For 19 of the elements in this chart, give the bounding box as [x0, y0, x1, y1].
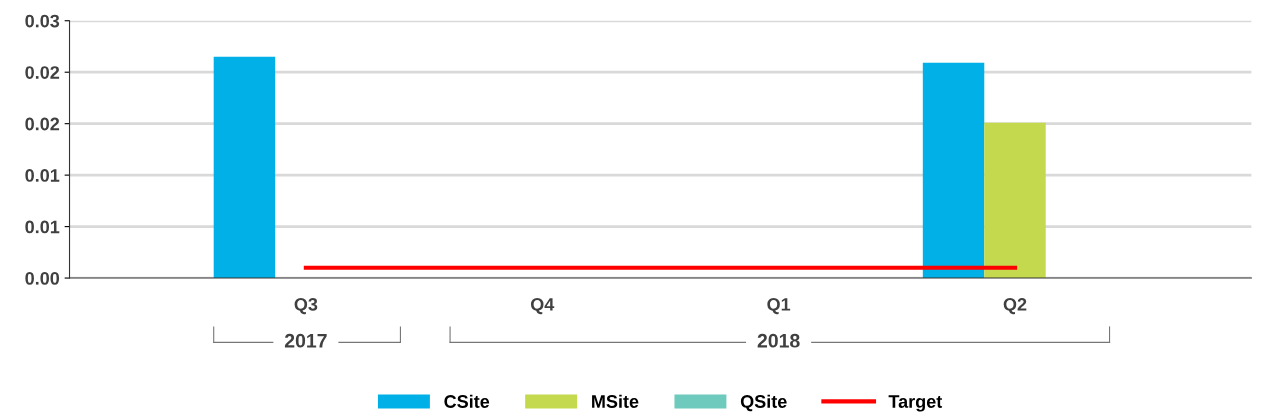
x-tick-label: Q3: [294, 297, 318, 315]
bar: [984, 122, 1046, 279]
text: 2018: [757, 333, 800, 348]
legend-label: CSite: [444, 394, 490, 408]
bar: [213, 56, 276, 279]
text: 2017: [284, 333, 327, 348]
y-tick-label: 0.01: [25, 169, 60, 182]
x-tick-label: Q2: [1003, 297, 1027, 315]
x-tick-label: Q1: [767, 297, 791, 315]
legend-label: MSite: [592, 394, 639, 408]
x-tick-label: Q4: [530, 297, 555, 315]
y-tick-label: 0.02: [25, 66, 60, 79]
y-tick-label: 0.01: [25, 220, 60, 234]
y-tick-label: 0.02: [25, 117, 60, 131]
y-tick-label: 0.03: [25, 14, 60, 28]
legend-label: Target: [888, 395, 943, 412]
legend-label: QSite: [740, 394, 787, 412]
bar: [922, 62, 985, 279]
y-tick-label: 0.00: [25, 271, 60, 285]
